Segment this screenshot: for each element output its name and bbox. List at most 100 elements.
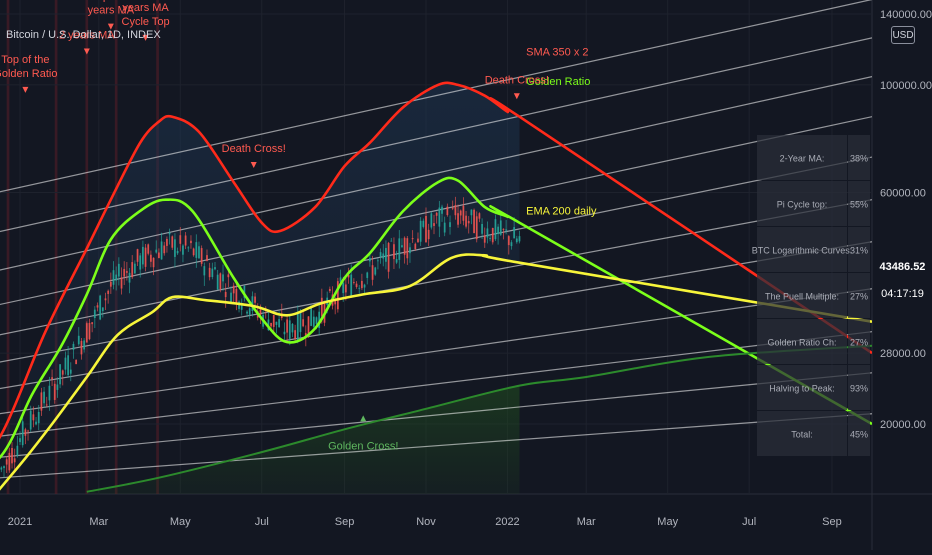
candle-body bbox=[515, 238, 518, 243]
candle-body bbox=[451, 207, 454, 209]
stats-row-label: Total: bbox=[791, 430, 813, 440]
candle-body bbox=[318, 311, 321, 328]
candle-body bbox=[51, 377, 53, 380]
candle-body bbox=[117, 263, 120, 277]
candle-body bbox=[387, 242, 390, 272]
stats-row-value: 93% bbox=[850, 384, 868, 394]
stats-row-label-cell bbox=[757, 135, 847, 180]
annotation-arrow-down bbox=[83, 48, 90, 55]
stats-row-value: 45% bbox=[850, 430, 868, 440]
candle-body bbox=[163, 245, 166, 254]
candle-body bbox=[459, 210, 462, 216]
candle-body bbox=[69, 369, 72, 374]
candle-body bbox=[107, 290, 110, 294]
candle-body bbox=[382, 253, 385, 259]
annotation-arrow-down bbox=[250, 162, 257, 169]
annotation-arrow-down bbox=[107, 23, 114, 30]
candle-body bbox=[294, 330, 297, 340]
candle-body bbox=[315, 317, 318, 324]
candle-body bbox=[176, 250, 179, 254]
candle-body bbox=[158, 252, 160, 259]
candle-body bbox=[27, 430, 29, 432]
candle-body bbox=[32, 414, 35, 421]
candle-body bbox=[259, 309, 262, 315]
candle-body bbox=[184, 235, 187, 246]
annotation-label: Golden Cross! bbox=[328, 440, 398, 452]
candle-body bbox=[486, 228, 489, 238]
y-tick-label: 140000.00 bbox=[880, 9, 932, 21]
candle-body bbox=[435, 212, 438, 216]
stats-row-value-cell bbox=[848, 319, 870, 364]
stats-row-label: 2-Year MA: bbox=[780, 154, 825, 164]
candle-body bbox=[168, 232, 171, 235]
candle-body bbox=[310, 305, 313, 326]
candle-body bbox=[198, 246, 200, 259]
log-band-line bbox=[0, 331, 872, 437]
annotation-label: years MA bbox=[88, 5, 135, 17]
candle-body bbox=[85, 323, 88, 343]
stats-row-label: Pi Cycle top: bbox=[777, 200, 828, 210]
candle-body bbox=[139, 255, 142, 270]
candle-body bbox=[379, 252, 382, 257]
candle-body bbox=[3, 466, 5, 469]
candle-body bbox=[203, 266, 206, 276]
log-band-line bbox=[0, 0, 872, 193]
x-tick-label: Mar bbox=[89, 516, 108, 528]
candle-body bbox=[216, 274, 219, 290]
candle-body bbox=[441, 206, 443, 214]
annotation-label: Top of the bbox=[1, 54, 49, 66]
candle-body bbox=[235, 288, 238, 303]
candle-body bbox=[462, 205, 465, 221]
x-tick-label: 2022 bbox=[495, 516, 519, 528]
candle-body bbox=[222, 274, 224, 282]
candle-body bbox=[150, 254, 152, 262]
y-tick-label: 20000.00 bbox=[880, 419, 926, 431]
candle-body bbox=[182, 245, 184, 255]
series-lines bbox=[0, 81, 872, 493]
candle-body bbox=[401, 245, 403, 248]
candle-body bbox=[238, 301, 240, 309]
candle-body bbox=[99, 295, 102, 320]
log-band-line bbox=[0, 372, 872, 458]
candle-body bbox=[152, 257, 155, 268]
candle-body bbox=[83, 340, 86, 350]
candle-body bbox=[230, 292, 232, 302]
candle-body bbox=[200, 248, 203, 264]
candle-body bbox=[299, 311, 302, 333]
candle-body bbox=[377, 260, 379, 262]
candle-body bbox=[208, 267, 211, 278]
candle-body bbox=[352, 282, 355, 283]
candle-body bbox=[37, 412, 40, 424]
candle-body bbox=[187, 247, 190, 249]
candle-body bbox=[422, 220, 425, 227]
candle-body bbox=[446, 206, 449, 216]
candles bbox=[0, 196, 521, 478]
log-band-line bbox=[0, 156, 872, 336]
stats-row-label-cell bbox=[757, 181, 847, 226]
candle-body bbox=[93, 309, 96, 319]
candle-body bbox=[61, 370, 64, 375]
candle-body bbox=[147, 244, 150, 254]
candle-body bbox=[371, 265, 374, 280]
candle-body bbox=[174, 239, 176, 257]
candle-body bbox=[19, 438, 21, 443]
log-band-line bbox=[0, 76, 872, 271]
candle-body bbox=[304, 333, 307, 337]
stats-row-label-cell bbox=[757, 227, 847, 272]
candle-body bbox=[43, 391, 45, 404]
candle-body bbox=[53, 383, 56, 400]
candle-body bbox=[40, 392, 43, 411]
candle-body bbox=[211, 268, 214, 277]
stats-row-value: 55% bbox=[850, 200, 868, 210]
candle-body bbox=[24, 429, 27, 436]
x-tick-label: Jul bbox=[742, 516, 756, 528]
currency-button[interactable]: USD bbox=[891, 26, 915, 44]
candle-body bbox=[246, 311, 248, 314]
candle-body bbox=[35, 421, 37, 425]
last-price-badge: 43486.52 bbox=[873, 259, 932, 276]
candle-body bbox=[467, 220, 470, 224]
candle-body bbox=[144, 247, 147, 267]
stats-row-value-cell bbox=[848, 273, 870, 318]
